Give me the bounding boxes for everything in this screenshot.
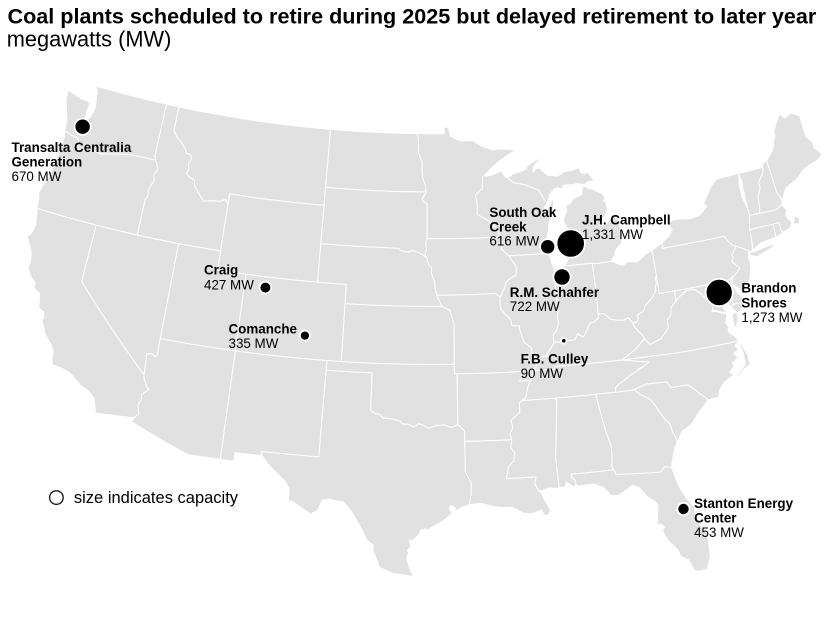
- svg-text:Creek: Creek: [489, 220, 527, 235]
- svg-text:Generation: Generation: [12, 155, 83, 170]
- svg-text:size indicates capacity: size indicates capacity: [74, 489, 239, 507]
- svg-text:Craig: Craig: [204, 262, 238, 277]
- svg-text:South Oak: South Oak: [489, 205, 557, 220]
- svg-text:616 MW: 616 MW: [489, 234, 539, 249]
- svg-text:Center: Center: [694, 511, 737, 526]
- svg-text:335 MW: 335 MW: [229, 336, 279, 351]
- svg-text:Comanche: Comanche: [229, 322, 297, 337]
- svg-text:J.H. Campbell: J.H. Campbell: [582, 213, 671, 228]
- svg-text:R.M. Schahfer: R.M. Schahfer: [510, 285, 600, 300]
- svg-text:megawatts (MW): megawatts (MW): [7, 27, 172, 52]
- svg-text:Coal plants scheduled to retir: Coal plants scheduled to retire during 2…: [8, 4, 817, 29]
- svg-text:F.B. Culley: F.B. Culley: [521, 351, 589, 366]
- svg-text:90 MW: 90 MW: [521, 366, 564, 381]
- svg-text:670 MW: 670 MW: [12, 169, 62, 184]
- svg-text:427 MW: 427 MW: [204, 278, 254, 293]
- svg-text:Brandon: Brandon: [741, 281, 796, 296]
- svg-text:Shores: Shores: [741, 296, 786, 311]
- svg-text:Stanton Energy: Stanton Energy: [694, 496, 794, 511]
- svg-text:1,331 MW: 1,331 MW: [582, 227, 643, 242]
- svg-text:722 MW: 722 MW: [510, 299, 560, 314]
- svg-text:Transalta Centralia: Transalta Centralia: [12, 140, 132, 155]
- svg-text:1,273 MW: 1,273 MW: [741, 310, 802, 325]
- svg-text:453 MW: 453 MW: [694, 525, 744, 540]
